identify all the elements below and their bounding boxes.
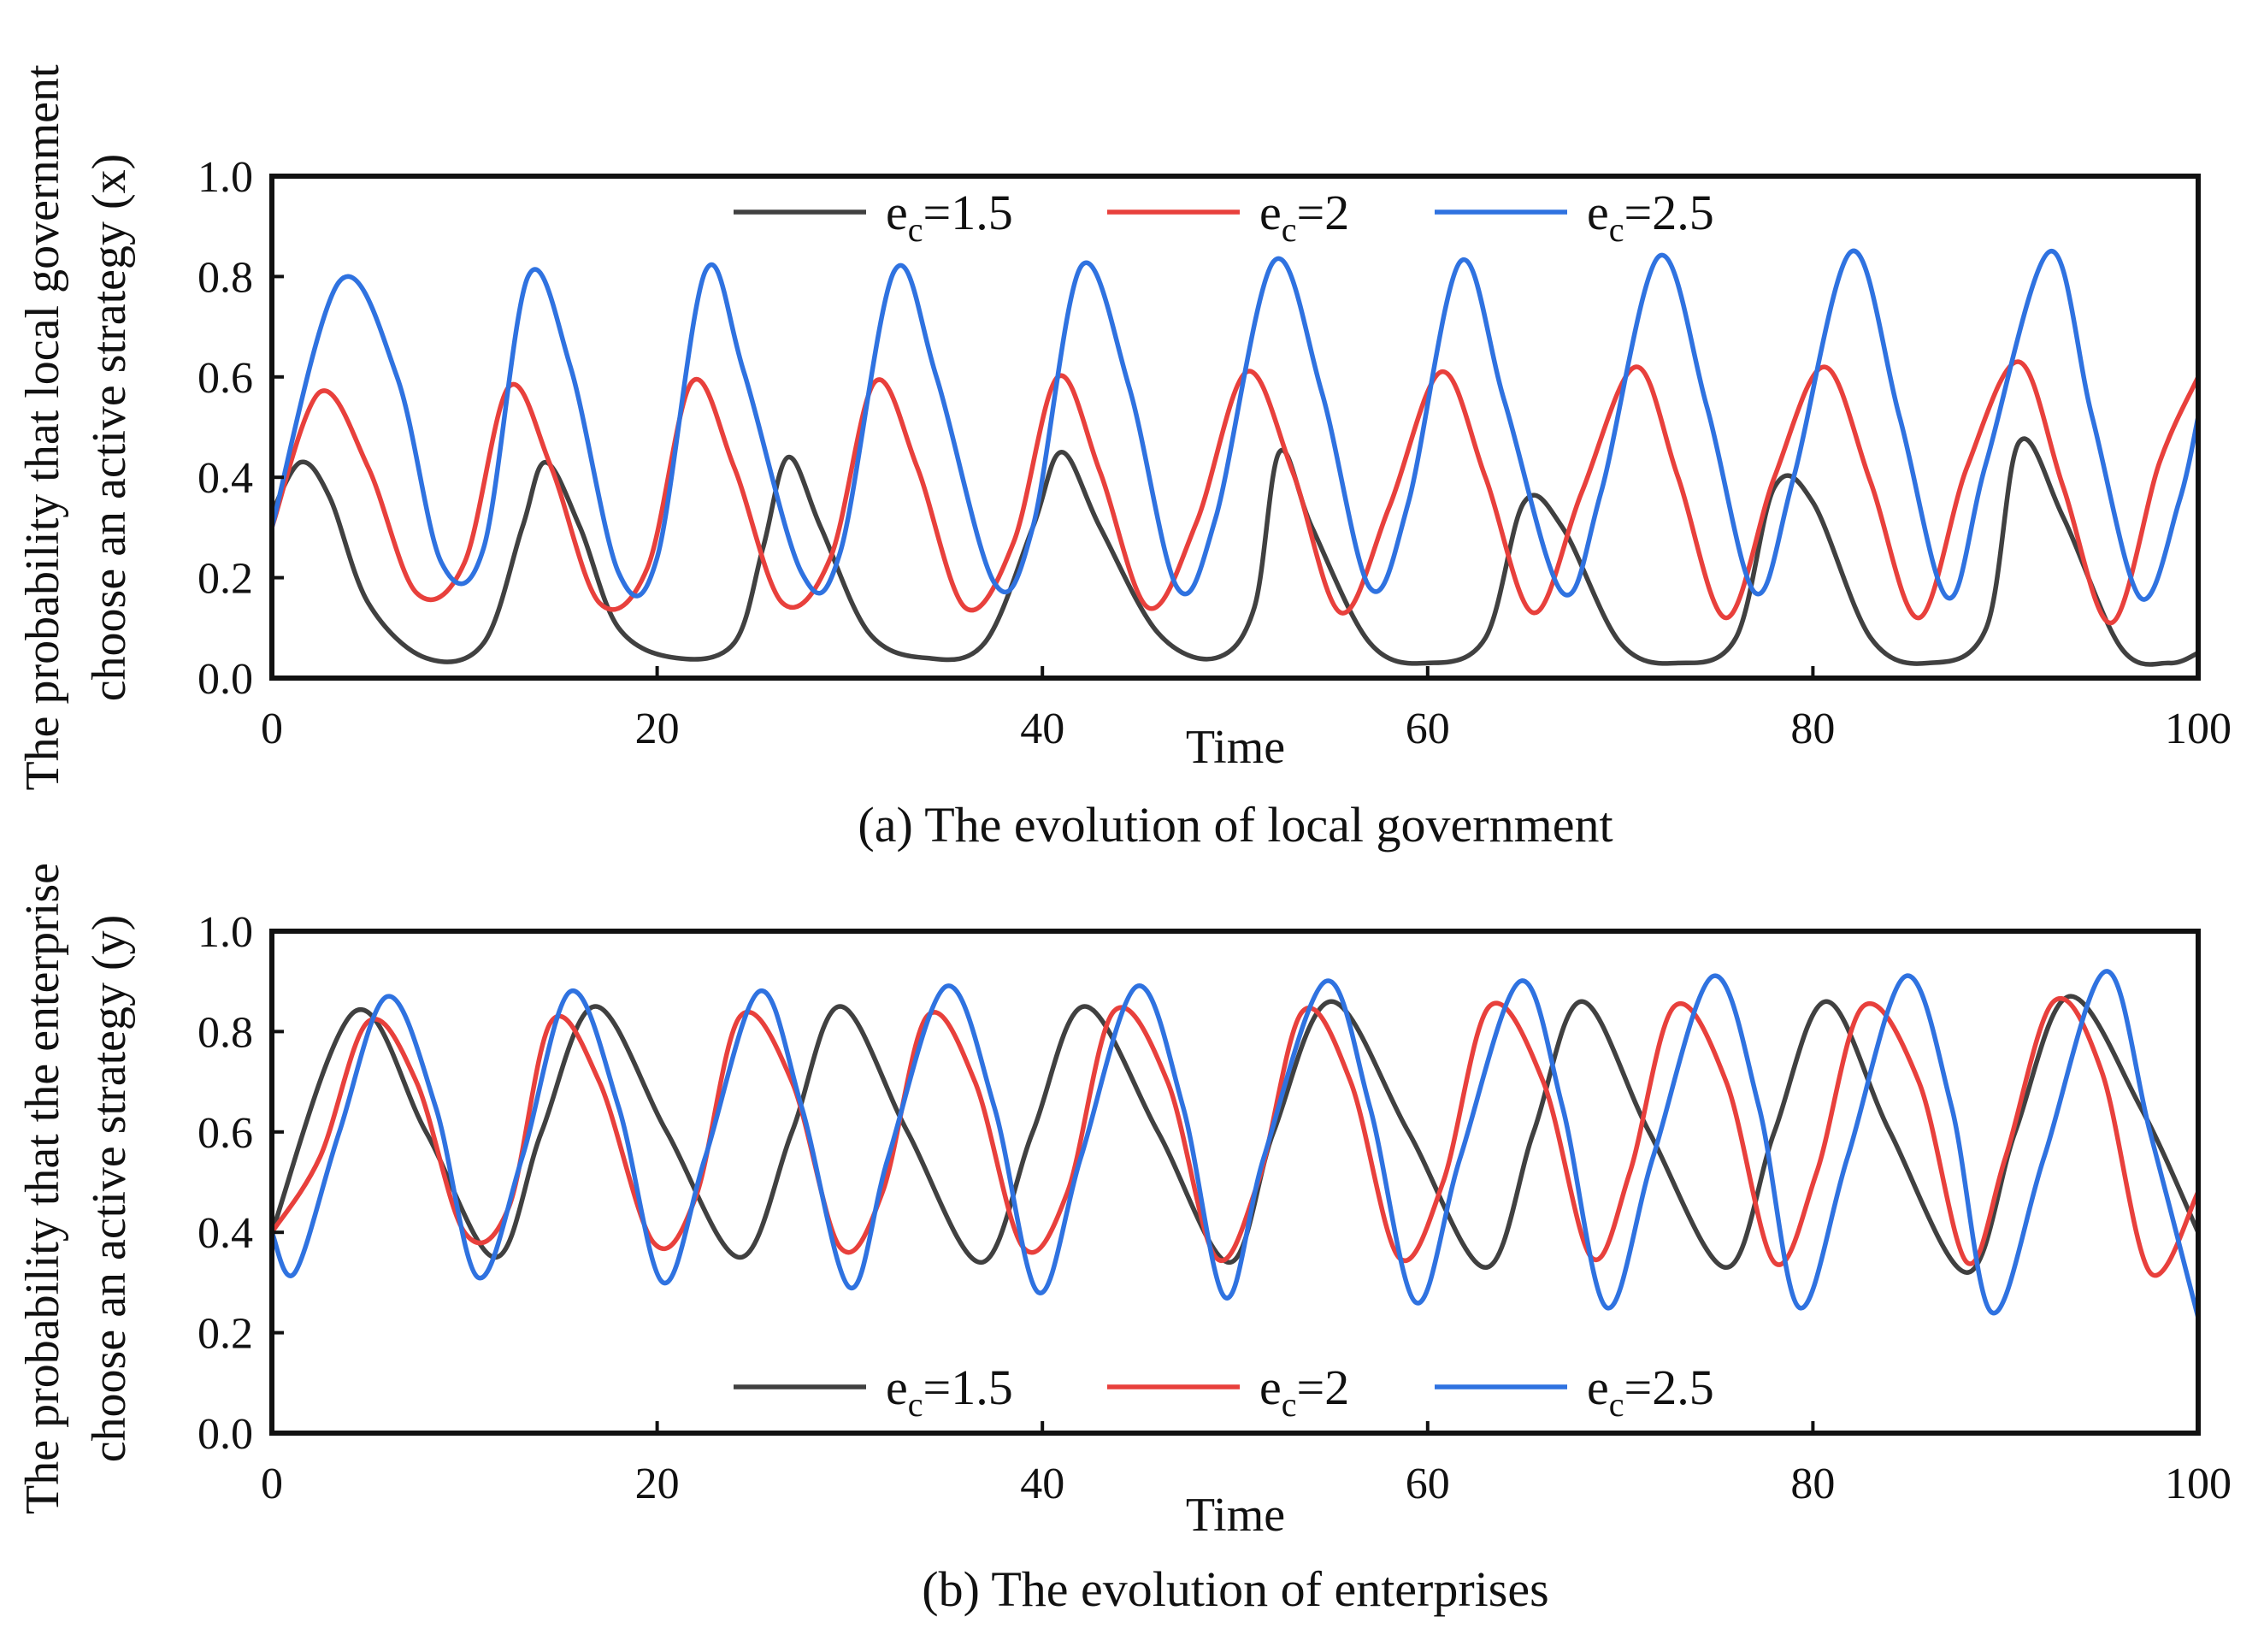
y-tick-label: 0.4	[198, 1209, 253, 1258]
x-tick-label: 20	[635, 1460, 680, 1508]
x-tick-label: 40	[1020, 705, 1064, 753]
y-tick-label: 0.8	[198, 1008, 253, 1057]
x-tick-label: 0	[261, 1460, 283, 1508]
legend-label-3: ec=2.5	[1587, 1360, 1714, 1424]
legend-b: ec=1.5 ec=2 ec=2.5	[734, 1360, 1714, 1424]
y-tick-label: 1.0	[198, 908, 253, 957]
y-axis-title-b-line2: choose an active strategy (y)	[83, 915, 136, 1463]
y-tick-label: 0.6	[198, 1109, 253, 1158]
legend-a: ec=1.5 ec=2 ec=2.5	[734, 185, 1714, 249]
x-tick-label: 80	[1790, 1460, 1835, 1508]
series-line-1	[269, 436, 2200, 667]
caption-a: (a) The evolution of local government	[858, 797, 1613, 853]
legend-label-1: ec=1.5	[886, 1360, 1013, 1424]
x-tick-label: 80	[1790, 705, 1835, 753]
y-tick-label: 1.0	[198, 153, 253, 202]
plot-frame-a	[269, 174, 2201, 681]
ticks-b: 0 20 40 60 80 100 0.0 0.2 0.4 0.6 0.8 1.0	[198, 908, 2232, 1508]
series-line-2	[269, 359, 2201, 626]
y-axis-title-a-line1: The probability that local government	[16, 64, 69, 791]
x-axis-title-a: Time	[1186, 721, 1285, 774]
y-tick-label: 0.0	[198, 655, 253, 704]
y-tick-label: 0.2	[198, 1310, 253, 1359]
series-line-3	[269, 248, 2201, 602]
y-tick-label: 0.4	[198, 454, 253, 503]
x-tick-label: 40	[1020, 1460, 1064, 1508]
y-tick-label: 0.2	[198, 555, 253, 604]
x-tick-label: 100	[2165, 1460, 2232, 1508]
plot-lines-b	[269, 969, 2201, 1319]
y-tick-label: 0.6	[198, 354, 253, 403]
x-tick-label: 20	[635, 705, 680, 753]
plot-frame-b	[269, 929, 2201, 1436]
x-tick-label: 0	[261, 705, 283, 753]
x-tick-label: 60	[1406, 705, 1450, 753]
legend-label-3: ec=2.5	[1587, 185, 1714, 249]
legend-label-2: ec=2	[1259, 185, 1349, 249]
x-tick-label: 100	[2165, 705, 2232, 753]
ticks-a: 0 20 40 60 80 100 0.0 0.2 0.4 0.6 0.8 1.0	[198, 153, 2232, 753]
y-axis-title-a-line2: choose an active strategy (x)	[83, 154, 136, 702]
caption-b: (b) The evolution of enterprises	[922, 1561, 1548, 1617]
y-tick-label: 0.0	[198, 1410, 253, 1459]
series-line-3	[269, 969, 2201, 1319]
legend-label-2: ec=2	[1259, 1360, 1349, 1424]
y-tick-label: 0.8	[198, 253, 253, 302]
legend-label-1: ec=1.5	[886, 185, 1013, 249]
plot-lines-a	[269, 248, 2201, 667]
x-axis-title-b: Time	[1186, 1489, 1285, 1542]
y-axis-title-b-line1: The probability that the enterprise	[16, 863, 69, 1514]
x-tick-label: 60	[1406, 1460, 1450, 1508]
